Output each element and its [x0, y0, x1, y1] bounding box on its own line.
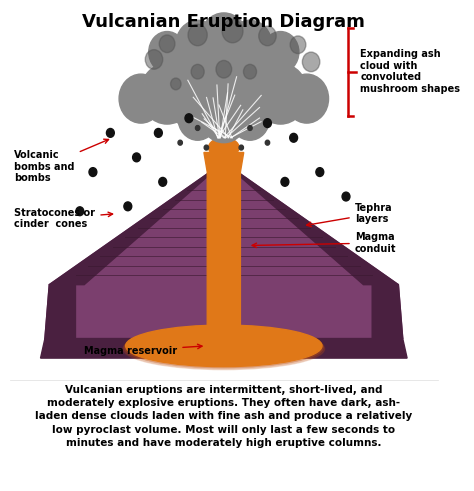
Ellipse shape: [124, 327, 323, 368]
Polygon shape: [217, 126, 230, 153]
Circle shape: [290, 134, 298, 142]
Circle shape: [155, 129, 162, 137]
Circle shape: [191, 64, 204, 79]
Polygon shape: [221, 142, 232, 155]
Circle shape: [222, 19, 243, 43]
Circle shape: [171, 78, 181, 90]
Polygon shape: [372, 285, 403, 338]
Circle shape: [259, 26, 276, 46]
Circle shape: [188, 24, 260, 105]
Text: Magma
conduit: Magma conduit: [252, 232, 396, 254]
Circle shape: [249, 54, 294, 105]
Ellipse shape: [209, 92, 239, 105]
Circle shape: [107, 129, 114, 137]
Polygon shape: [45, 285, 403, 338]
Ellipse shape: [126, 325, 322, 367]
Polygon shape: [220, 137, 233, 155]
Ellipse shape: [213, 116, 235, 129]
Polygon shape: [216, 142, 227, 155]
Circle shape: [204, 145, 209, 150]
Circle shape: [153, 54, 199, 105]
Circle shape: [195, 126, 200, 131]
Circle shape: [216, 60, 232, 78]
Ellipse shape: [215, 127, 233, 139]
Circle shape: [124, 202, 132, 211]
Circle shape: [228, 20, 272, 69]
Circle shape: [281, 177, 289, 186]
Text: Vulcanian Eruption Diagram: Vulcanian Eruption Diagram: [82, 13, 365, 31]
Circle shape: [145, 50, 163, 69]
Ellipse shape: [215, 124, 233, 136]
Text: Stratocones or
cinder  cones: Stratocones or cinder cones: [14, 208, 113, 229]
Polygon shape: [219, 131, 230, 154]
Ellipse shape: [214, 121, 234, 134]
Ellipse shape: [210, 100, 237, 112]
Polygon shape: [49, 162, 398, 285]
Circle shape: [168, 28, 228, 95]
Ellipse shape: [212, 111, 236, 123]
Circle shape: [89, 167, 97, 176]
Polygon shape: [204, 153, 244, 346]
Circle shape: [316, 167, 324, 176]
Ellipse shape: [211, 106, 237, 118]
Circle shape: [200, 89, 248, 143]
Circle shape: [159, 35, 175, 53]
Ellipse shape: [209, 95, 238, 108]
Circle shape: [159, 177, 167, 186]
Ellipse shape: [123, 328, 325, 370]
Ellipse shape: [214, 119, 234, 131]
Ellipse shape: [211, 109, 236, 121]
Circle shape: [178, 96, 217, 140]
Circle shape: [220, 51, 288, 127]
Circle shape: [149, 31, 185, 73]
Text: Expanding ash
cloud with
convoluted
mushroom shapes: Expanding ash cloud with convoluted mush…: [360, 49, 460, 94]
Circle shape: [119, 74, 163, 123]
Circle shape: [230, 96, 270, 140]
Circle shape: [200, 13, 248, 67]
Text: Volcanic
bombs and
bombs: Volcanic bombs and bombs: [14, 139, 109, 183]
Circle shape: [265, 140, 270, 145]
Circle shape: [182, 45, 265, 138]
Circle shape: [244, 64, 256, 79]
Circle shape: [239, 145, 244, 150]
Circle shape: [248, 126, 252, 131]
Circle shape: [140, 63, 194, 124]
Polygon shape: [41, 338, 407, 358]
Circle shape: [185, 114, 193, 123]
Circle shape: [133, 153, 140, 162]
Ellipse shape: [209, 138, 239, 158]
Polygon shape: [217, 131, 229, 154]
Circle shape: [262, 31, 299, 73]
Text: Magma reservoir: Magma reservoir: [84, 344, 202, 356]
Circle shape: [264, 119, 272, 128]
Ellipse shape: [212, 113, 235, 126]
Ellipse shape: [210, 98, 238, 110]
Circle shape: [220, 28, 280, 95]
Polygon shape: [224, 162, 398, 285]
Circle shape: [342, 192, 350, 201]
Polygon shape: [49, 162, 224, 285]
Circle shape: [188, 24, 207, 46]
Circle shape: [254, 63, 308, 124]
Circle shape: [302, 52, 320, 72]
Polygon shape: [45, 285, 75, 338]
Polygon shape: [215, 137, 228, 155]
Circle shape: [290, 36, 306, 54]
Text: Tephra
layers: Tephra layers: [307, 203, 392, 227]
Circle shape: [176, 20, 219, 69]
Ellipse shape: [210, 103, 237, 115]
Circle shape: [159, 51, 228, 127]
Circle shape: [178, 140, 182, 145]
Circle shape: [76, 207, 84, 216]
Text: Vulcanian eruptions are intermittent, short-lived, and
moderately explosive erup: Vulcanian eruptions are intermittent, sh…: [35, 385, 412, 448]
Circle shape: [285, 74, 328, 123]
